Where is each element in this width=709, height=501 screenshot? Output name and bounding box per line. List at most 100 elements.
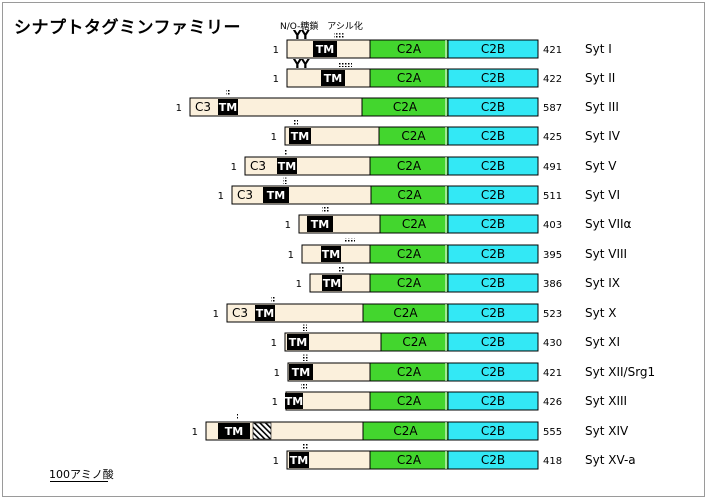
glycosylation-y-mark: Y [300, 57, 310, 71]
protein-name: Syt XV-a [585, 453, 636, 467]
c2b-domain [447, 68, 539, 88]
c2a-label: C2A [401, 129, 426, 143]
protein-row: 1 C2A C2B C3 TM 491 Syt V [231, 148, 617, 176]
c2a-label: C2A [397, 453, 422, 467]
protein-length: 421 [543, 45, 562, 56]
c2b-domain [447, 185, 539, 205]
tm-domain [218, 99, 238, 115]
acylation-mark [338, 62, 352, 67]
c2a-label: C2A [402, 217, 427, 231]
tm-domain [289, 452, 309, 468]
protein-row: 1 C2A C2B C3 TM 523 Syt X [213, 295, 616, 323]
c2a-label: C2A [397, 42, 422, 56]
protein-length: 425 [543, 132, 562, 143]
protein-name: Syt VIII [585, 247, 627, 261]
protein-row: 1 C2A C2B TM 418 Syt XV-a [273, 442, 636, 470]
c2b-label: C2B [481, 129, 505, 143]
scale-bar [50, 481, 108, 482]
tm-domain [313, 41, 337, 57]
acylation-mark [303, 442, 309, 449]
start-residue: 1 [285, 220, 291, 231]
protein-row: 1 C2A C2B TM 555 Syt XIV [192, 413, 629, 441]
acylation-mark [303, 324, 307, 331]
protein-row: 1 C2A C2B TM 421 Syt XII/Srg1 [274, 354, 655, 382]
c3-label: C3 [250, 159, 266, 173]
acylation-mark [345, 238, 355, 243]
start-residue: 1 [272, 397, 278, 408]
c2b-domain [447, 156, 539, 176]
tm-label: TM [290, 454, 308, 467]
protein-row: 1 C2A C2B TM Y Y 421 Syt I [273, 28, 612, 59]
c2b-label: C2B [481, 100, 505, 114]
tm-domain [289, 364, 313, 380]
acylation-mark [322, 206, 330, 213]
protein-length: 555 [543, 427, 562, 438]
protein-length: 421 [543, 368, 562, 379]
acylation-mark [271, 295, 275, 302]
c2a-label: C2A [393, 100, 418, 114]
tm-label: TM [292, 366, 310, 379]
c2b-label: C2B [481, 276, 505, 290]
protein-name: Syt II [585, 71, 615, 85]
tm-label: TM [324, 72, 342, 85]
scale-bar-label: 100アミノ酸 [49, 468, 114, 481]
c2a-label: C2A [397, 159, 422, 173]
c2b-domain [447, 391, 539, 411]
c3-label: C3 [237, 188, 253, 202]
c2b-label: C2B [481, 217, 505, 231]
tm-label: TM [316, 43, 334, 56]
protein-length: 395 [543, 250, 562, 261]
c2b-label: C2B [481, 71, 505, 85]
acylation-mark [236, 413, 238, 420]
protein-row: 1 C2A C2B TM 425 Syt IV [271, 118, 621, 146]
tm-label: TM [256, 307, 274, 320]
glycosylation-label: N/O-糖鎖 [280, 22, 319, 32]
start-residue: 1 [192, 427, 198, 438]
tm-domain [277, 158, 297, 174]
tm-domain [218, 423, 250, 439]
tm-label: TM [289, 336, 307, 349]
c2a-label: C2A [397, 365, 422, 379]
start-residue: 1 [273, 45, 279, 56]
c2b-domain [447, 244, 539, 264]
protein-name: Syt XIII [585, 394, 627, 408]
acylation-mark [302, 354, 308, 361]
c2a-label: C2A [397, 188, 422, 202]
c3-label: C3 [232, 306, 248, 320]
protein-row: 1 C2A C2B TM Y Y 422 Syt II [273, 57, 615, 88]
tm-label: TM [225, 425, 243, 438]
protein-row: 1 C2A C2B TM 395 Syt VIII [288, 238, 627, 264]
protein-row: 1 C2A C2B TM 386 Syt IX [296, 265, 620, 293]
c2b-domain [447, 39, 539, 59]
c2b-domain [447, 332, 539, 352]
protein-length: 523 [543, 309, 562, 320]
c2b-label: C2B [481, 453, 505, 467]
protein-row: 1 C2A C2B TM 430 Syt XI [271, 324, 620, 352]
figure-frame [2, 2, 705, 497]
tm-domain [255, 305, 275, 321]
acylation-mark [284, 148, 288, 155]
protein-name: Syt III [585, 100, 619, 114]
acylation-label: アシル化 [327, 22, 363, 32]
c2a-label: C2A [397, 71, 422, 85]
c2a-label: C2A [393, 306, 418, 320]
start-residue: 1 [176, 103, 182, 114]
glycosylation-y-mark: Y [292, 28, 302, 42]
acylation-mark [334, 33, 344, 38]
c2a-label: C2A [393, 424, 418, 438]
c2b-domain [447, 303, 539, 323]
protein-row: 1 C2A C2B TM 403 Syt VIIα [285, 206, 632, 234]
protein-name: Syt I [585, 42, 612, 56]
protein-name: Syt XIV [585, 424, 629, 438]
acylation-mark [294, 118, 298, 125]
c2b-label: C2B [481, 424, 505, 438]
page-title: シナプトタグミンファミリー [14, 18, 241, 38]
protein-name: Syt VIIα [585, 217, 632, 231]
acylation-mark [226, 89, 230, 96]
protein-name: Syt IV [585, 129, 621, 143]
glycosylation-y-mark: Y [300, 28, 310, 42]
acylation-mark [338, 265, 344, 272]
start-residue: 1 [274, 368, 280, 379]
start-residue: 1 [273, 74, 279, 85]
